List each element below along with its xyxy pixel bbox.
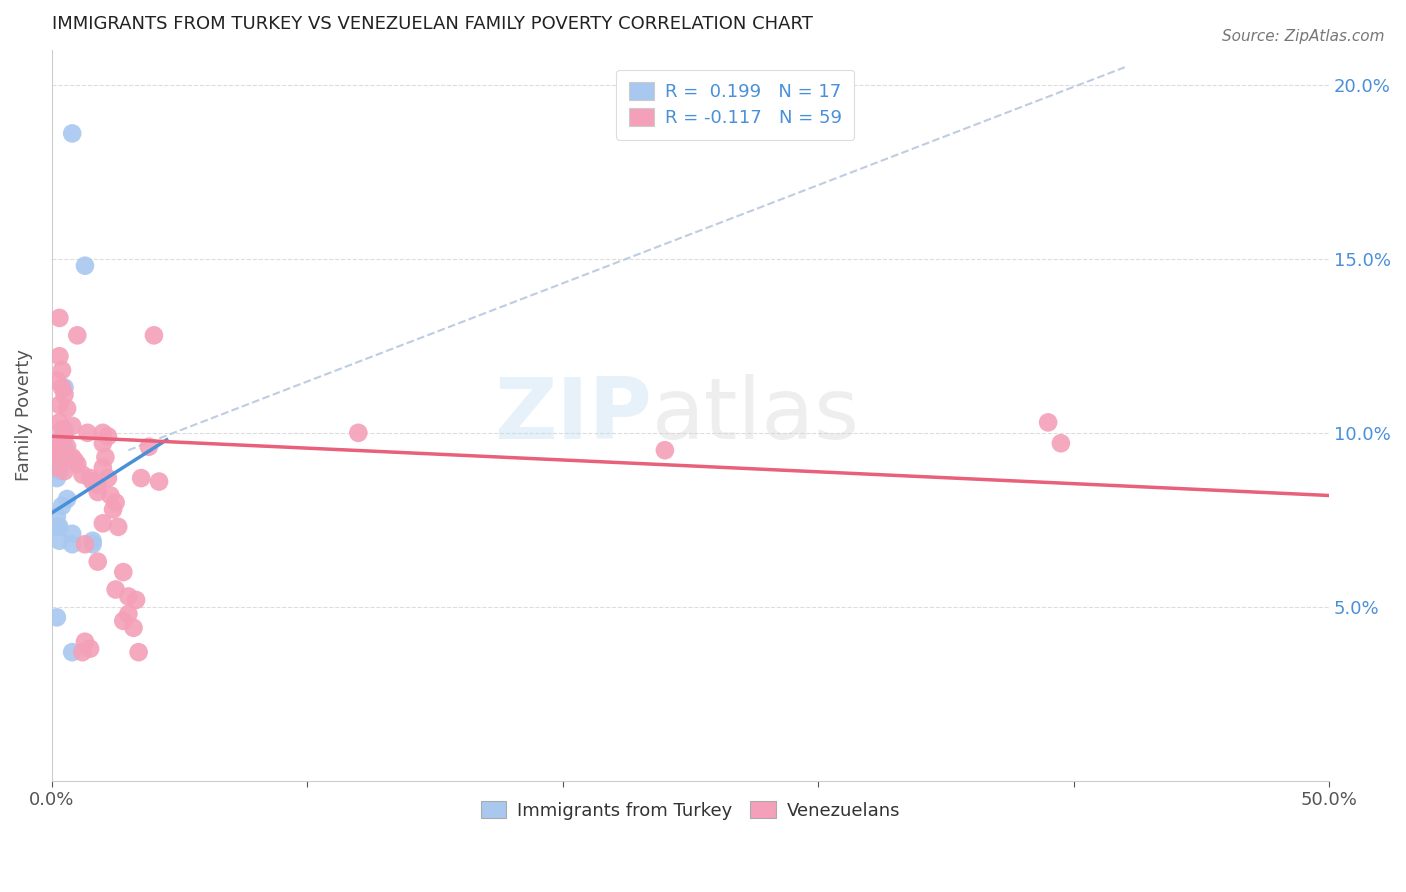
Text: Source: ZipAtlas.com: Source: ZipAtlas.com bbox=[1222, 29, 1385, 44]
Legend: Immigrants from Turkey, Venezuelans: Immigrants from Turkey, Venezuelans bbox=[474, 794, 907, 827]
Point bbox=[51, 499, 73, 513]
Point bbox=[51, 363, 73, 377]
Point bbox=[654, 443, 676, 458]
Point bbox=[45, 509, 67, 524]
Point bbox=[51, 380, 73, 394]
Point bbox=[60, 537, 83, 551]
Point bbox=[45, 436, 67, 450]
Text: IMMIGRANTS FROM TURKEY VS VENEZUELAN FAMILY POVERTY CORRELATION CHART: IMMIGRANTS FROM TURKEY VS VENEZUELAN FAM… bbox=[52, 15, 813, 33]
Point bbox=[112, 614, 135, 628]
Point bbox=[82, 533, 104, 548]
Point bbox=[117, 607, 139, 621]
Point bbox=[66, 457, 89, 471]
Point bbox=[48, 447, 70, 461]
Point bbox=[48, 533, 70, 548]
Point bbox=[51, 422, 73, 436]
Point bbox=[129, 471, 152, 485]
Point bbox=[48, 310, 70, 325]
Point bbox=[97, 471, 120, 485]
Point bbox=[48, 416, 70, 430]
Point bbox=[45, 520, 67, 534]
Point bbox=[72, 467, 94, 482]
Point bbox=[60, 127, 83, 141]
Point bbox=[63, 453, 86, 467]
Point bbox=[76, 425, 98, 440]
Point bbox=[60, 450, 83, 465]
Point bbox=[45, 460, 67, 475]
Point bbox=[51, 429, 73, 443]
Point bbox=[148, 475, 170, 489]
Point bbox=[347, 425, 370, 440]
Point bbox=[128, 645, 150, 659]
Point bbox=[107, 520, 129, 534]
Point bbox=[48, 398, 70, 412]
Point bbox=[48, 464, 70, 478]
Point bbox=[53, 429, 76, 443]
Point bbox=[87, 485, 110, 500]
Point bbox=[60, 526, 83, 541]
Point bbox=[97, 429, 120, 443]
Point bbox=[73, 634, 96, 648]
Point bbox=[104, 582, 127, 597]
Point bbox=[56, 491, 79, 506]
Point bbox=[100, 488, 122, 502]
Point bbox=[45, 374, 67, 388]
Point bbox=[56, 440, 79, 454]
Point bbox=[104, 495, 127, 509]
Point bbox=[45, 610, 67, 624]
Point bbox=[101, 502, 124, 516]
Point bbox=[138, 440, 160, 454]
Point bbox=[60, 645, 83, 659]
Point bbox=[91, 516, 114, 531]
Point bbox=[82, 537, 104, 551]
Point bbox=[91, 460, 114, 475]
Point bbox=[142, 328, 165, 343]
Point bbox=[60, 418, 83, 433]
Point bbox=[91, 436, 114, 450]
Point bbox=[53, 440, 76, 454]
Point bbox=[44, 443, 66, 458]
Point bbox=[53, 464, 76, 478]
Point bbox=[51, 453, 73, 467]
Point bbox=[73, 537, 96, 551]
Point bbox=[1050, 436, 1073, 450]
Point bbox=[53, 422, 76, 436]
Text: ZIP: ZIP bbox=[495, 374, 652, 457]
Point bbox=[56, 401, 79, 416]
Point bbox=[112, 565, 135, 579]
Point bbox=[79, 641, 101, 656]
Point bbox=[82, 475, 104, 489]
Point bbox=[125, 593, 148, 607]
Point bbox=[48, 349, 70, 363]
Point bbox=[45, 471, 67, 485]
Point bbox=[73, 259, 96, 273]
Point bbox=[87, 555, 110, 569]
Point bbox=[48, 450, 70, 465]
Point bbox=[72, 645, 94, 659]
Point bbox=[91, 425, 114, 440]
Point bbox=[79, 471, 101, 485]
Point bbox=[117, 590, 139, 604]
Y-axis label: Family Poverty: Family Poverty bbox=[15, 350, 32, 482]
Point bbox=[1036, 416, 1059, 430]
Point bbox=[66, 328, 89, 343]
Point bbox=[87, 478, 110, 492]
Point bbox=[94, 450, 117, 465]
Text: atlas: atlas bbox=[652, 374, 860, 457]
Point bbox=[53, 380, 76, 394]
Point bbox=[122, 621, 145, 635]
Point bbox=[53, 387, 76, 401]
Point bbox=[48, 520, 70, 534]
